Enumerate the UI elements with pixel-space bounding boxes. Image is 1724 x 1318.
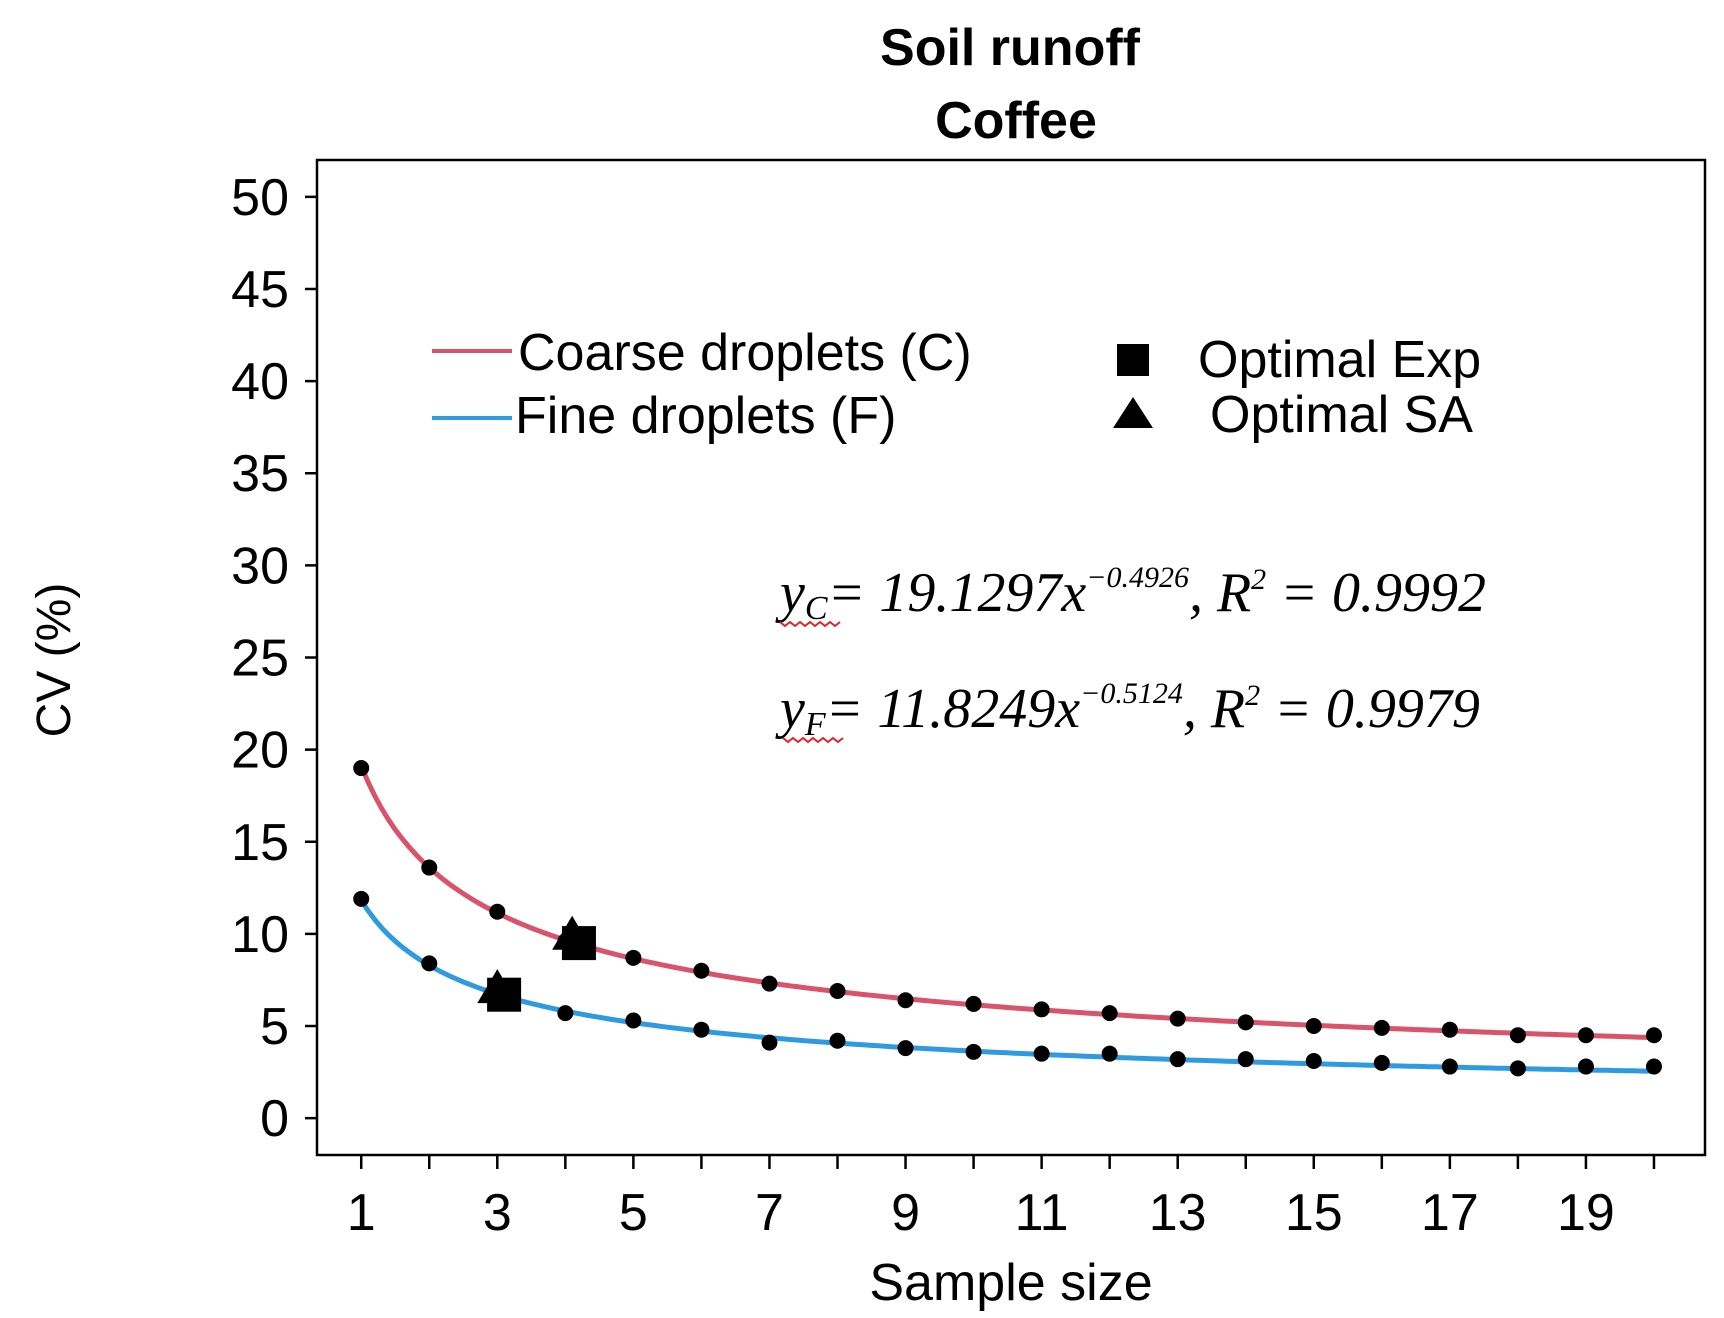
- data-point-fine: [1169, 1051, 1186, 1068]
- data-point-coarse: [421, 859, 438, 876]
- y-tick-label: 30: [231, 537, 289, 595]
- data-point-coarse: [693, 962, 710, 979]
- y-tick-label: 45: [231, 261, 289, 319]
- data-point-fine: [1101, 1045, 1118, 1062]
- y-tick-label: 50: [231, 169, 289, 227]
- data-point-fine: [1577, 1058, 1594, 1075]
- equation-fine-square: 2: [1245, 679, 1260, 712]
- equation-fine-tail: , R: [1183, 678, 1245, 740]
- data-point-coarse: [1305, 1018, 1322, 1035]
- y-tick-label: 40: [231, 353, 289, 411]
- data-point-coarse: [1101, 1005, 1118, 1022]
- series-line-coarse: [358, 764, 1655, 1041]
- y-tick-label: 0: [260, 1090, 289, 1148]
- equation-coarse-r2: = 0.9992: [1266, 562, 1486, 624]
- y-axis: 0 5 10 15 20 25 30 35 40 45 50: [231, 169, 317, 1148]
- data-point-fine: [1033, 1045, 1050, 1062]
- data-point-fine: [1441, 1058, 1458, 1075]
- legend-label-fine: Fine droplets (F): [515, 387, 896, 445]
- data-point-coarse: [625, 949, 642, 966]
- data-point-coarse: [897, 992, 914, 1009]
- x-tick-label: 1: [347, 1184, 376, 1242]
- equation-fine-lhs: y: [775, 678, 805, 740]
- x-tick-label: 5: [619, 1184, 648, 1242]
- data-point-fine: [1237, 1051, 1254, 1068]
- equation-coarse-sub: C: [805, 590, 828, 627]
- data-point-coarse: [1577, 1027, 1594, 1044]
- chart-subtitle: Coffee: [935, 92, 1097, 150]
- y-axis-label: CV (%): [28, 583, 81, 738]
- equation-coarse-exponent: −0.4926: [1086, 561, 1189, 594]
- data-point-coarse: [965, 995, 982, 1012]
- data-point-fine: [693, 1021, 710, 1038]
- optimal-marker-layer: [477, 915, 596, 1012]
- series-layer: [353, 760, 1662, 1077]
- x-tick-label: 11: [1015, 1184, 1069, 1242]
- x-tick-label: 7: [755, 1184, 784, 1242]
- spellcheck-underline-coarse: [779, 620, 841, 628]
- y-tick-label: 15: [231, 814, 289, 872]
- legend: Coarse droplets (C) Fine droplets (F) Op…: [432, 324, 1481, 445]
- equation-coarse: yC= 19.1297x−0.4926, R2 = 0.9992: [775, 561, 1486, 627]
- data-point-coarse: [1373, 1019, 1390, 1036]
- data-point-fine: [557, 1005, 574, 1022]
- data-point-fine: [761, 1034, 778, 1051]
- data-point-coarse: [1033, 1001, 1050, 1018]
- legend-label-coarse: Coarse droplets (C): [518, 324, 972, 382]
- y-tick-label: 5: [260, 998, 289, 1056]
- x-axis: 1 3 5 7 9 11 13 15 17 19: [347, 1155, 1656, 1242]
- legend-triangle-icon: [1113, 397, 1153, 428]
- data-point-fine: [965, 1043, 982, 1060]
- y-tick-label: 10: [231, 906, 289, 964]
- legend-label-optimal-exp: Optimal Exp: [1198, 331, 1481, 389]
- data-point-fine: [1509, 1060, 1526, 1077]
- x-axis-label: Sample size: [869, 1254, 1152, 1312]
- data-point-coarse: [1169, 1010, 1186, 1027]
- data-point-coarse: [489, 903, 506, 920]
- equation-fine-sub: F: [804, 706, 827, 743]
- data-point-fine: [1305, 1053, 1322, 1070]
- legend-label-optimal-sa: Optimal SA: [1210, 386, 1473, 444]
- data-point-fine: [829, 1032, 846, 1049]
- optimal-sa-triangle-marker: [477, 969, 518, 1004]
- data-point-coarse: [829, 983, 846, 1000]
- x-tick-label: 13: [1149, 1184, 1207, 1242]
- data-point-coarse: [1509, 1027, 1526, 1044]
- data-point-fine: [1645, 1058, 1662, 1075]
- equation-fine-r2: = 0.9979: [1260, 678, 1480, 740]
- legend-square-icon: [1117, 344, 1149, 376]
- equation-fine: yF= 11.8249x−0.5124, R2 = 0.9979: [775, 677, 1480, 743]
- y-tick-label: 25: [231, 630, 289, 688]
- spellcheck-underline-fine: [782, 736, 844, 744]
- data-point-coarse: [353, 760, 370, 777]
- data-point-fine: [421, 955, 438, 972]
- data-point-fine: [897, 1040, 914, 1057]
- x-tick-label: 15: [1285, 1184, 1343, 1242]
- equation-coarse-lhs: y: [775, 562, 805, 624]
- data-point-fine: [1373, 1054, 1390, 1071]
- equation-coarse-tail: , R: [1189, 562, 1251, 624]
- y-tick-label: 35: [231, 445, 289, 503]
- x-tick-label: 3: [483, 1184, 512, 1242]
- data-point-coarse: [1237, 1014, 1254, 1031]
- chart-title: Soil runoff: [880, 19, 1141, 77]
- equation-coarse-body: = 19.1297x: [828, 562, 1087, 624]
- optimal-sa-triangle-marker: [552, 915, 593, 950]
- equation-coarse-square: 2: [1251, 563, 1266, 596]
- x-tick-label: 19: [1557, 1184, 1615, 1242]
- x-tick-label: 9: [891, 1184, 920, 1242]
- data-point-coarse: [1645, 1027, 1662, 1044]
- equation-fine-exponent: −0.5124: [1080, 677, 1183, 710]
- data-point-fine: [625, 1012, 642, 1029]
- data-point-coarse: [761, 975, 778, 992]
- equation-fine-body: = 11.8249x: [826, 678, 1081, 740]
- series-line-fine: [359, 898, 1655, 1074]
- data-point-coarse: [1441, 1021, 1458, 1038]
- y-tick-label: 20: [231, 722, 289, 780]
- equation-annotations: yC= 19.1297x−0.4926, R2 = 0.9992 yF= 11.…: [775, 561, 1486, 744]
- x-tick-label: 17: [1421, 1184, 1479, 1242]
- data-point-fine: [353, 890, 370, 907]
